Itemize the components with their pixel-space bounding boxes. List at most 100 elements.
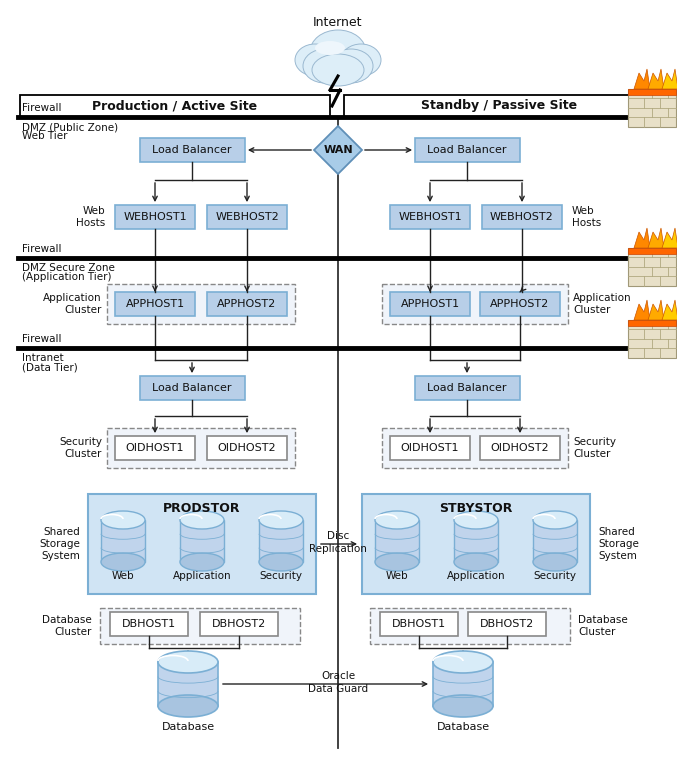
Text: Load Balancer: Load Balancer	[152, 145, 232, 155]
FancyBboxPatch shape	[628, 248, 676, 286]
Polygon shape	[662, 69, 677, 89]
Text: Internet: Internet	[313, 15, 363, 29]
Text: Intranet: Intranet	[22, 353, 64, 363]
FancyBboxPatch shape	[180, 520, 224, 562]
FancyBboxPatch shape	[390, 205, 470, 229]
FancyBboxPatch shape	[158, 662, 218, 706]
Ellipse shape	[454, 511, 498, 529]
Text: Disc: Disc	[327, 531, 349, 541]
FancyBboxPatch shape	[390, 436, 470, 460]
Text: APPHOST1: APPHOST1	[400, 299, 460, 309]
FancyBboxPatch shape	[140, 138, 245, 162]
FancyBboxPatch shape	[107, 428, 295, 468]
Text: Oracle: Oracle	[321, 671, 355, 681]
Text: STBYSTOR: STBYSTOR	[439, 502, 512, 515]
Text: Firewall: Firewall	[22, 103, 62, 113]
FancyBboxPatch shape	[390, 292, 470, 316]
Text: APPHOST1: APPHOST1	[125, 299, 185, 309]
Text: WEBHOST2: WEBHOST2	[490, 212, 554, 222]
Text: Security: Security	[259, 571, 303, 581]
Text: Replication: Replication	[309, 544, 367, 554]
FancyBboxPatch shape	[380, 612, 458, 636]
FancyBboxPatch shape	[628, 89, 676, 95]
Text: Load Balancer: Load Balancer	[427, 145, 507, 155]
FancyBboxPatch shape	[344, 95, 654, 117]
Text: Load Balancer: Load Balancer	[152, 383, 232, 393]
FancyBboxPatch shape	[101, 520, 145, 562]
FancyBboxPatch shape	[482, 205, 562, 229]
Ellipse shape	[533, 511, 577, 529]
Ellipse shape	[295, 44, 335, 76]
Text: DMZ (Public Zone): DMZ (Public Zone)	[22, 122, 118, 132]
FancyBboxPatch shape	[88, 494, 316, 594]
Text: DBHOST2: DBHOST2	[480, 619, 534, 629]
FancyBboxPatch shape	[20, 95, 330, 117]
Text: Application: Application	[173, 571, 232, 581]
Text: WEBHOST2: WEBHOST2	[215, 212, 279, 222]
Ellipse shape	[101, 511, 145, 529]
Ellipse shape	[158, 695, 218, 717]
Polygon shape	[634, 228, 650, 248]
Polygon shape	[648, 69, 664, 89]
Text: Security
Cluster: Security Cluster	[573, 437, 616, 459]
Text: Web
Hosts: Web Hosts	[572, 206, 601, 228]
Text: Firewall: Firewall	[22, 244, 62, 254]
FancyBboxPatch shape	[140, 376, 245, 400]
Text: OIDHOST2: OIDHOST2	[218, 443, 276, 453]
FancyBboxPatch shape	[382, 428, 568, 468]
FancyBboxPatch shape	[375, 520, 419, 562]
FancyBboxPatch shape	[468, 612, 546, 636]
Text: OIDHOST1: OIDHOST1	[401, 443, 459, 453]
Ellipse shape	[433, 651, 493, 673]
FancyBboxPatch shape	[115, 205, 195, 229]
FancyBboxPatch shape	[207, 292, 287, 316]
Text: Security
Cluster: Security Cluster	[59, 437, 102, 459]
Ellipse shape	[180, 511, 224, 529]
FancyBboxPatch shape	[115, 436, 195, 460]
FancyBboxPatch shape	[415, 138, 520, 162]
Text: (Data Tier): (Data Tier)	[22, 362, 78, 372]
FancyBboxPatch shape	[382, 284, 568, 324]
FancyBboxPatch shape	[415, 376, 520, 400]
Text: (Application Tier): (Application Tier)	[22, 272, 112, 282]
Polygon shape	[634, 69, 650, 89]
FancyBboxPatch shape	[454, 520, 498, 562]
Ellipse shape	[533, 553, 577, 571]
FancyBboxPatch shape	[628, 320, 676, 358]
Ellipse shape	[303, 49, 347, 83]
Text: Firewall: Firewall	[22, 334, 62, 344]
Ellipse shape	[259, 511, 303, 529]
Text: Application: Application	[447, 571, 505, 581]
FancyBboxPatch shape	[628, 89, 676, 127]
FancyBboxPatch shape	[628, 248, 676, 254]
FancyBboxPatch shape	[207, 205, 287, 229]
Polygon shape	[648, 228, 664, 248]
Text: Application
Cluster: Application Cluster	[43, 293, 102, 315]
Text: DBHOST1: DBHOST1	[392, 619, 446, 629]
Ellipse shape	[259, 553, 303, 571]
Ellipse shape	[341, 44, 381, 76]
FancyBboxPatch shape	[107, 284, 295, 324]
Text: PRODSTOR: PRODSTOR	[163, 502, 241, 515]
FancyBboxPatch shape	[362, 494, 590, 594]
FancyBboxPatch shape	[433, 662, 493, 706]
Text: Web Tier: Web Tier	[22, 131, 68, 141]
Ellipse shape	[180, 553, 224, 571]
Ellipse shape	[310, 30, 366, 74]
Text: WAN: WAN	[323, 145, 353, 155]
Text: Data Guard: Data Guard	[308, 684, 368, 694]
Ellipse shape	[315, 41, 345, 55]
Text: Database: Database	[437, 722, 489, 732]
Text: Shared
Storage
System: Shared Storage System	[39, 528, 80, 561]
Text: DMZ Secure Zone: DMZ Secure Zone	[22, 263, 115, 273]
FancyBboxPatch shape	[259, 520, 303, 562]
Text: Load Balancer: Load Balancer	[427, 383, 507, 393]
Text: OIDHOST2: OIDHOST2	[491, 443, 549, 453]
Text: Application
Cluster: Application Cluster	[573, 293, 632, 315]
Text: Database: Database	[161, 722, 215, 732]
Text: DBHOST2: DBHOST2	[212, 619, 266, 629]
Polygon shape	[676, 84, 677, 127]
FancyBboxPatch shape	[207, 436, 287, 460]
Ellipse shape	[433, 695, 493, 717]
Polygon shape	[314, 126, 362, 174]
